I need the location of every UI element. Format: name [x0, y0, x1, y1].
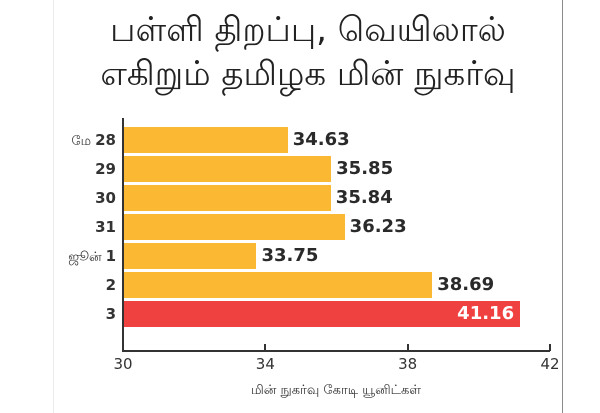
- bar-may-31: [124, 214, 345, 240]
- day-label: 2: [105, 276, 116, 294]
- bar-may-29: [124, 156, 332, 182]
- row-label: 3: [102, 301, 116, 327]
- bar-may-28: [124, 127, 288, 153]
- x-axis-label: மின் நுகர்வு கோடி யூனிட்கள்: [250, 383, 422, 398]
- row-label: 2: [102, 272, 116, 298]
- month-label: மே: [71, 134, 92, 149]
- month-label: ஜூன்: [68, 250, 102, 265]
- value-label: 35.84: [335, 187, 393, 208]
- row-label: மே 28: [71, 127, 116, 153]
- frame-right-border: [562, 0, 563, 413]
- row-label: 31: [91, 214, 116, 240]
- x-axis-line: [122, 350, 550, 352]
- x-tick-label: 42: [540, 355, 560, 373]
- value-label: 34.63: [292, 129, 350, 150]
- value-label: 35.85: [336, 158, 394, 179]
- row-label: ஜூன் 1: [68, 243, 116, 269]
- x-tick-label: 34: [255, 355, 275, 373]
- y-axis-line: [122, 118, 124, 352]
- chart-title-line-1: பள்ளி திறப்பு, வெயிலால்: [110, 10, 506, 50]
- x-tick: [549, 344, 551, 351]
- chart-title-line-2: எகிறும் தமிழக மின் நுகர்வு: [100, 54, 516, 94]
- day-label: 30: [95, 189, 116, 207]
- value-label: 36.23: [349, 216, 407, 237]
- x-tick: [406, 344, 409, 351]
- value-label-highlighted: 41.16: [457, 303, 515, 324]
- bar-june-3-highlighted: [124, 301, 521, 327]
- bar-june-2: [124, 272, 433, 298]
- value-label: 33.75: [261, 245, 319, 266]
- bar-may-30: [124, 185, 331, 211]
- x-tick-label: 30: [113, 355, 133, 373]
- day-label: 3: [105, 305, 116, 323]
- day-label: 1: [105, 247, 116, 265]
- row-label: 30: [91, 185, 116, 211]
- bar-june-1: [124, 243, 257, 269]
- day-label: 28: [95, 131, 116, 149]
- day-label: 31: [95, 218, 116, 236]
- frame-left-border: [53, 0, 54, 413]
- x-tick-label: 38: [398, 355, 418, 373]
- value-label: 38.69: [437, 274, 495, 295]
- x-tick: [264, 344, 267, 351]
- x-tick: [122, 344, 124, 351]
- day-label: 29: [95, 160, 116, 178]
- row-label: 29: [91, 156, 116, 182]
